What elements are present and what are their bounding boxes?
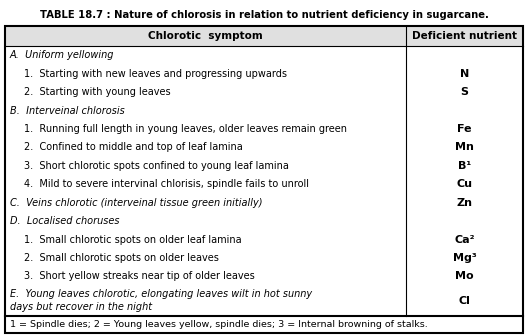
Bar xyxy=(5,267,523,286)
Text: 1 = Spindle dies; 2 = Young leaves yellow, spindle dies; 3 = Internal browning o: 1 = Spindle dies; 2 = Young leaves yello… xyxy=(10,320,428,329)
Text: 2.  Confined to middle and top of leaf lamina: 2. Confined to middle and top of leaf la… xyxy=(24,142,243,153)
Bar xyxy=(5,230,523,249)
Text: 3.  Short chlorotic spots confined to young leaf lamina: 3. Short chlorotic spots confined to you… xyxy=(24,161,289,171)
Text: Fe: Fe xyxy=(457,124,472,134)
Bar xyxy=(5,120,523,138)
Text: 2.  Starting with young leaves: 2. Starting with young leaves xyxy=(24,87,171,97)
Text: B¹: B¹ xyxy=(458,161,472,171)
Bar xyxy=(5,194,523,212)
Text: 1.  Small chlorotic spots on older leaf lamina: 1. Small chlorotic spots on older leaf l… xyxy=(24,235,242,245)
Text: TABLE 18.7 : Nature of chlorosis in relation to nutrient deficiency in sugarcane: TABLE 18.7 : Nature of chlorosis in rela… xyxy=(40,10,488,20)
Text: 2.  Small chlorotic spots on older leaves: 2. Small chlorotic spots on older leaves xyxy=(24,253,219,263)
Text: Mg³: Mg³ xyxy=(453,253,477,263)
Bar xyxy=(5,286,523,316)
Bar xyxy=(5,101,523,120)
Text: 4.  Mild to severe intervinal chlorisis, spindle fails to unroll: 4. Mild to severe intervinal chlorisis, … xyxy=(24,179,309,189)
Text: 1.  Running full length in young leaves, older leaves remain green: 1. Running full length in young leaves, … xyxy=(24,124,347,134)
Bar xyxy=(5,249,523,267)
Text: Mn: Mn xyxy=(455,142,474,153)
Bar xyxy=(5,138,523,157)
Text: E.  Young leaves chlorotic, elongating leaves wilt in hot sunny: E. Young leaves chlorotic, elongating le… xyxy=(10,289,312,299)
Text: days but recover in the night: days but recover in the night xyxy=(10,302,152,312)
Text: B.  Interveinal chlorosis: B. Interveinal chlorosis xyxy=(10,106,125,116)
Text: Cu: Cu xyxy=(457,179,473,189)
Text: 1.  Starting with new leaves and progressing upwards: 1. Starting with new leaves and progress… xyxy=(24,69,287,79)
Text: S: S xyxy=(461,87,469,97)
Text: N: N xyxy=(460,69,469,79)
Text: Deficient nutrient: Deficient nutrient xyxy=(412,31,517,41)
Bar xyxy=(5,157,523,175)
Text: 3.  Short yellow streaks near tip of older leaves: 3. Short yellow streaks near tip of olde… xyxy=(24,271,254,282)
Text: Mo: Mo xyxy=(456,271,474,282)
Text: D.  Localised choruses: D. Localised choruses xyxy=(10,216,119,226)
Bar xyxy=(5,83,523,101)
Bar xyxy=(5,175,523,194)
Bar xyxy=(5,316,523,333)
Bar xyxy=(5,65,523,83)
Text: A.  Uniform yellowing: A. Uniform yellowing xyxy=(10,50,115,60)
Text: Cl: Cl xyxy=(459,296,470,306)
Text: C.  Veins chlorotic (interveinal tissue green initially): C. Veins chlorotic (interveinal tissue g… xyxy=(10,198,262,208)
Bar xyxy=(5,212,523,230)
Text: Ca²: Ca² xyxy=(455,235,475,245)
Bar xyxy=(5,26,523,46)
Text: Chlorotic  symptom: Chlorotic symptom xyxy=(148,31,263,41)
Text: Zn: Zn xyxy=(457,198,473,208)
Bar xyxy=(5,46,523,65)
